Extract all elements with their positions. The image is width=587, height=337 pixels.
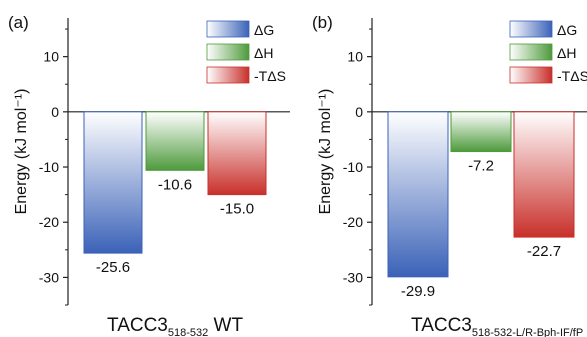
panel-label: (a) — [8, 13, 29, 32]
legend-swatch — [509, 43, 553, 61]
bar-value-label: -22.7 — [527, 243, 561, 260]
legend-swatch — [206, 20, 250, 38]
legend-label: ΔG — [557, 22, 577, 38]
legend-label: -TΔS — [254, 68, 286, 84]
x-axis-label: TACC3518-532-L/R-Bph-IF/fP — [411, 315, 583, 337]
y-axis-label: Energy (kJ mol⁻¹) — [13, 89, 30, 215]
bar-dg — [387, 111, 449, 278]
bar-value-label: -25.6 — [96, 259, 130, 276]
y-tick-label: -30 — [343, 269, 363, 285]
bar-value-label: -10.6 — [158, 176, 192, 193]
chart-panel-a: (a) -30 -20 -10 0 10 Energy (kJ mol⁻¹) -25.6 -10… — [8, 13, 290, 337]
legend-label: ΔH — [254, 45, 273, 61]
panel-label: (b) — [312, 13, 333, 32]
bar-tds — [513, 111, 575, 238]
y-tick-label: 10 — [43, 49, 59, 65]
legend-swatch — [509, 20, 553, 38]
bar-value-label: -7.2 — [468, 158, 494, 175]
y-axis-label: Energy (kJ mol⁻¹) — [317, 89, 334, 215]
bar-value-label: -15.0 — [220, 201, 254, 218]
bar-tds — [207, 111, 267, 196]
legend-swatch — [509, 66, 553, 84]
chart-panel-b: (b) -30 -20 -10 0 10 Energy (kJ mol⁻¹) -29.9 -7.… — [312, 13, 587, 337]
legend-swatch — [206, 66, 250, 84]
bar-dh — [450, 111, 512, 153]
legend-swatch — [206, 43, 250, 61]
bar-dh — [145, 111, 205, 171]
y-tick-label: 0 — [51, 104, 59, 120]
legend-label: -TΔS — [557, 68, 587, 84]
bar-value-label: -29.9 — [401, 283, 435, 300]
y-tick-label: -20 — [343, 214, 363, 230]
y-tick-label: -30 — [39, 269, 59, 285]
legend-label: ΔG — [254, 22, 274, 38]
bar-dg — [83, 111, 143, 254]
y-tick-label: 10 — [347, 49, 363, 65]
y-tick-label: -10 — [343, 159, 363, 175]
legend-label: ΔH — [557, 45, 576, 61]
y-tick-label: -20 — [39, 214, 59, 230]
y-tick-label: -10 — [39, 159, 59, 175]
y-tick-label: 0 — [355, 104, 363, 120]
x-axis-label: TACC3518-532 WT — [107, 315, 243, 337]
